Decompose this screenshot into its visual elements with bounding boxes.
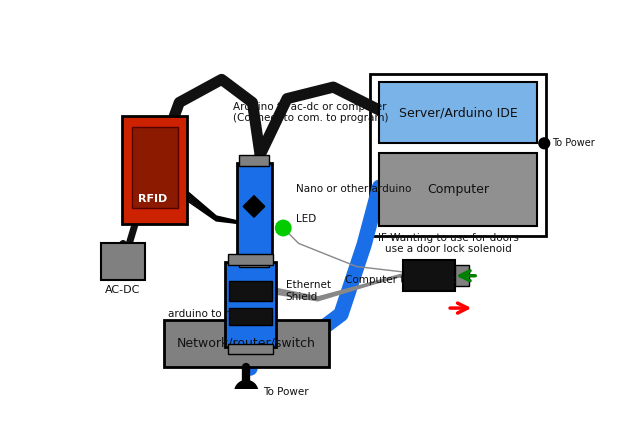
Bar [101,243,145,281]
Text: Arduino to ac-dc or computer
(Connect to com. to program): Arduino to ac-dc or computer (Connect to… [233,102,389,123]
Circle shape [539,138,550,149]
Bar [132,127,178,208]
Circle shape [235,381,258,403]
Text: arduino to network: arduino to network [168,309,267,319]
Bar [239,256,270,267]
Bar [225,262,276,347]
Bar [228,343,273,354]
Bar [237,163,271,259]
Bar [229,308,271,325]
Text: Computer: Computer [427,183,489,196]
Bar [164,320,329,367]
Bar [379,82,537,143]
Bar [379,153,537,225]
Text: Nano or other arduino: Nano or other arduino [296,184,412,194]
Text: LED: LED [296,214,317,224]
Text: Network/router/switch: Network/router/switch [177,337,315,350]
Text: AC-DC: AC-DC [106,284,141,295]
Bar [370,74,546,236]
Bar [402,260,455,291]
Text: Computer to network: Computer to network [345,274,456,284]
Text: Server/Arduino IDE: Server/Arduino IDE [399,106,517,119]
Bar [239,155,270,166]
Bar [229,281,271,301]
Text: To Power: To Power [552,138,595,148]
Text: Ethernet
Shield: Ethernet Shield [286,281,330,302]
Bar [122,116,187,224]
Text: RFID: RFID [138,194,168,204]
Text: To Power: To Power [263,387,309,397]
Bar [228,254,273,265]
Polygon shape [243,196,265,217]
Bar [455,265,469,286]
Text: IF Wanting to use for doors
use a door lock solenoid: IF Wanting to use for doors use a door l… [378,232,519,254]
Circle shape [276,220,291,236]
